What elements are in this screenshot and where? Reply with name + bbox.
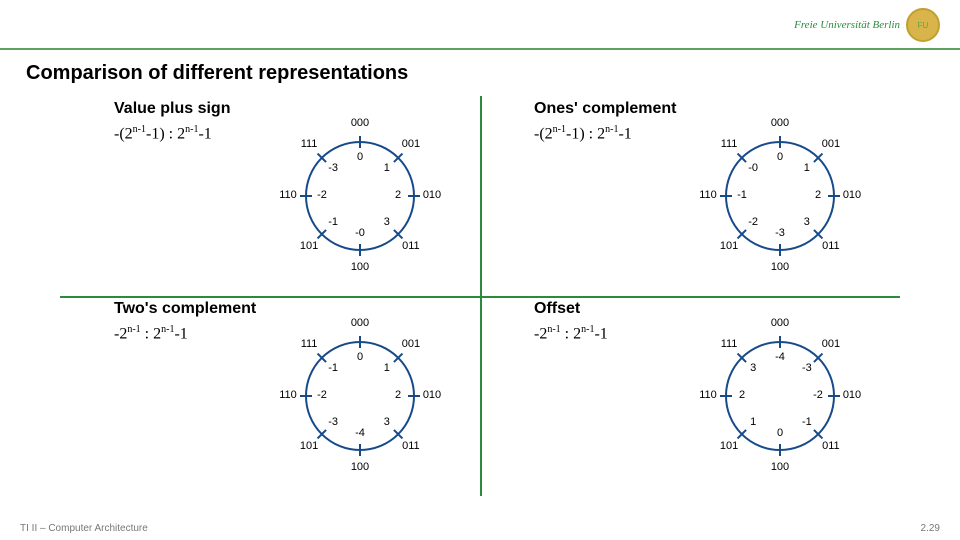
wheel-outer-label: 000 [766,117,794,129]
number-wheel: 000 -4 001-3 010 -2 011-1 100 0 1011 110 2 1113 [680,296,880,496]
wheel-outer-label: 001 [397,138,425,150]
wheel-inner-label: 2 [732,389,752,401]
wheel-inner-label: 1 [377,162,397,174]
representation-panel: Offset -2n-1 : 2n-1-1 000 -4 001-3 010 -2 011-1… [480,296,900,496]
wheel-outer-label: 101 [295,240,323,252]
representation-panel: Value plus sign-(2n-1-1) : 2n-1-10000001… [60,96,480,296]
representation-title: Ones' complement [534,100,677,118]
header: Freie Universität Berlin FU [0,0,960,54]
wheel-inner-label: -1 [732,189,752,201]
wheel-outer-label: 010 [418,389,446,401]
wheel-outer-label: 111 [295,338,323,350]
wheel-inner-label: 0 [350,351,370,363]
wheel-outer-label: 101 [715,440,743,452]
representation-range: -(2n-1-1) : 2n-1-1 [534,124,632,143]
representation-grid: Value plus sign-(2n-1-1) : 2n-1-10000001… [60,96,900,496]
number-wheel: 0000001101020113100-3101-2110-1111-0 [680,96,880,296]
wheel-inner-label: -4 [770,351,790,363]
wheel-inner-label: -1 [797,416,817,428]
wheel-outer-label: 100 [346,261,374,273]
wheel-inner-label: -3 [323,416,343,428]
footer-text: TI II – Computer Architecture [20,523,148,534]
representation-range: -2n-1 : 2n-1-1 [114,324,188,343]
wheel-inner-label: 3 [743,362,763,374]
wheel-outer-label: 011 [397,240,425,252]
wheel-inner-label: 2 [808,189,828,201]
representation-range: -2n-1 : 2n-1-1 [534,324,608,343]
number-wheel: 0000001101020113100-4101-3110-2111-1 [260,296,460,496]
representation-title: Value plus sign [114,100,230,118]
wheel-inner-label: 3 [377,216,397,228]
representation-panel: Two's complement-2n-1 : 2n-1-10000001101… [60,296,480,496]
wheel-inner-label: 0 [770,427,790,439]
number-wheel: 0000001101020113100-0101-1110-2111-3 [260,96,460,296]
wheel-inner-label: -4 [350,427,370,439]
wheel-inner-label: -0 [350,227,370,239]
wheel-outer-label: 001 [817,338,845,350]
wheel-inner-label: -3 [797,362,817,374]
wheel-outer-label: 100 [346,461,374,473]
wheel-inner-label: 1 [743,416,763,428]
wheel-inner-label: 1 [377,362,397,374]
wheel-outer-label: 011 [817,440,845,452]
wheel-inner-label: 0 [770,151,790,163]
wheel-outer-label: 110 [274,189,302,201]
wheel-outer-label: 000 [346,117,374,129]
wheel-inner-label: -0 [743,162,763,174]
representation-title: Offset [534,300,580,318]
wheel-inner-label: -1 [323,216,343,228]
wheel-inner-label: -2 [808,389,828,401]
header-rule [0,48,960,50]
wheel-inner-label: 2 [388,389,408,401]
wheel-outer-label: 101 [295,440,323,452]
wheel-outer-label: 111 [295,138,323,150]
wheel-outer-label: 111 [715,138,743,150]
wheel-inner-label: -1 [323,362,343,374]
wheel-outer-label: 110 [694,189,722,201]
wheel-outer-label: 010 [418,189,446,201]
wheel-outer-label: 100 [766,261,794,273]
wheel-outer-label: 010 [838,189,866,201]
representation-range: -(2n-1-1) : 2n-1-1 [114,124,212,143]
wheel-outer-label: 001 [397,338,425,350]
representation-title: Two's complement [114,300,256,318]
slide: Freie Universität Berlin FU Comparison o… [0,0,960,540]
wheel-outer-label: 000 [766,317,794,329]
wheel-outer-label: 000 [346,317,374,329]
wheel-inner-label: 0 [350,151,370,163]
representation-panel: Ones' complement-(2n-1-1) : 2n-1-1000000… [480,96,900,296]
wheel-inner-label: -3 [770,227,790,239]
wheel-outer-label: 100 [766,461,794,473]
university-logo: Freie Universität Berlin FU [794,8,940,42]
wheel-outer-label: 001 [817,138,845,150]
wheel-inner-label: 3 [797,216,817,228]
slide-title: Comparison of different representations [26,62,408,85]
wheel-outer-label: 110 [274,389,302,401]
wheel-inner-label: 1 [797,162,817,174]
wheel-inner-label: -2 [312,189,332,201]
wheel-outer-label: 011 [817,240,845,252]
wheel-outer-label: 011 [397,440,425,452]
wheel-outer-label: 110 [694,389,722,401]
university-logo-text: Freie Universität Berlin [794,19,900,31]
university-seal-icon: FU [906,8,940,42]
wheel-outer-label: 010 [838,389,866,401]
wheel-outer-label: 111 [715,338,743,350]
wheel-outer-label: 101 [715,240,743,252]
wheel-inner-label: -2 [312,389,332,401]
wheel-inner-label: -3 [323,162,343,174]
wheel-inner-label: 2 [388,189,408,201]
page-number: 2.29 [921,523,940,534]
wheel-inner-label: 3 [377,416,397,428]
wheel-inner-label: -2 [743,216,763,228]
